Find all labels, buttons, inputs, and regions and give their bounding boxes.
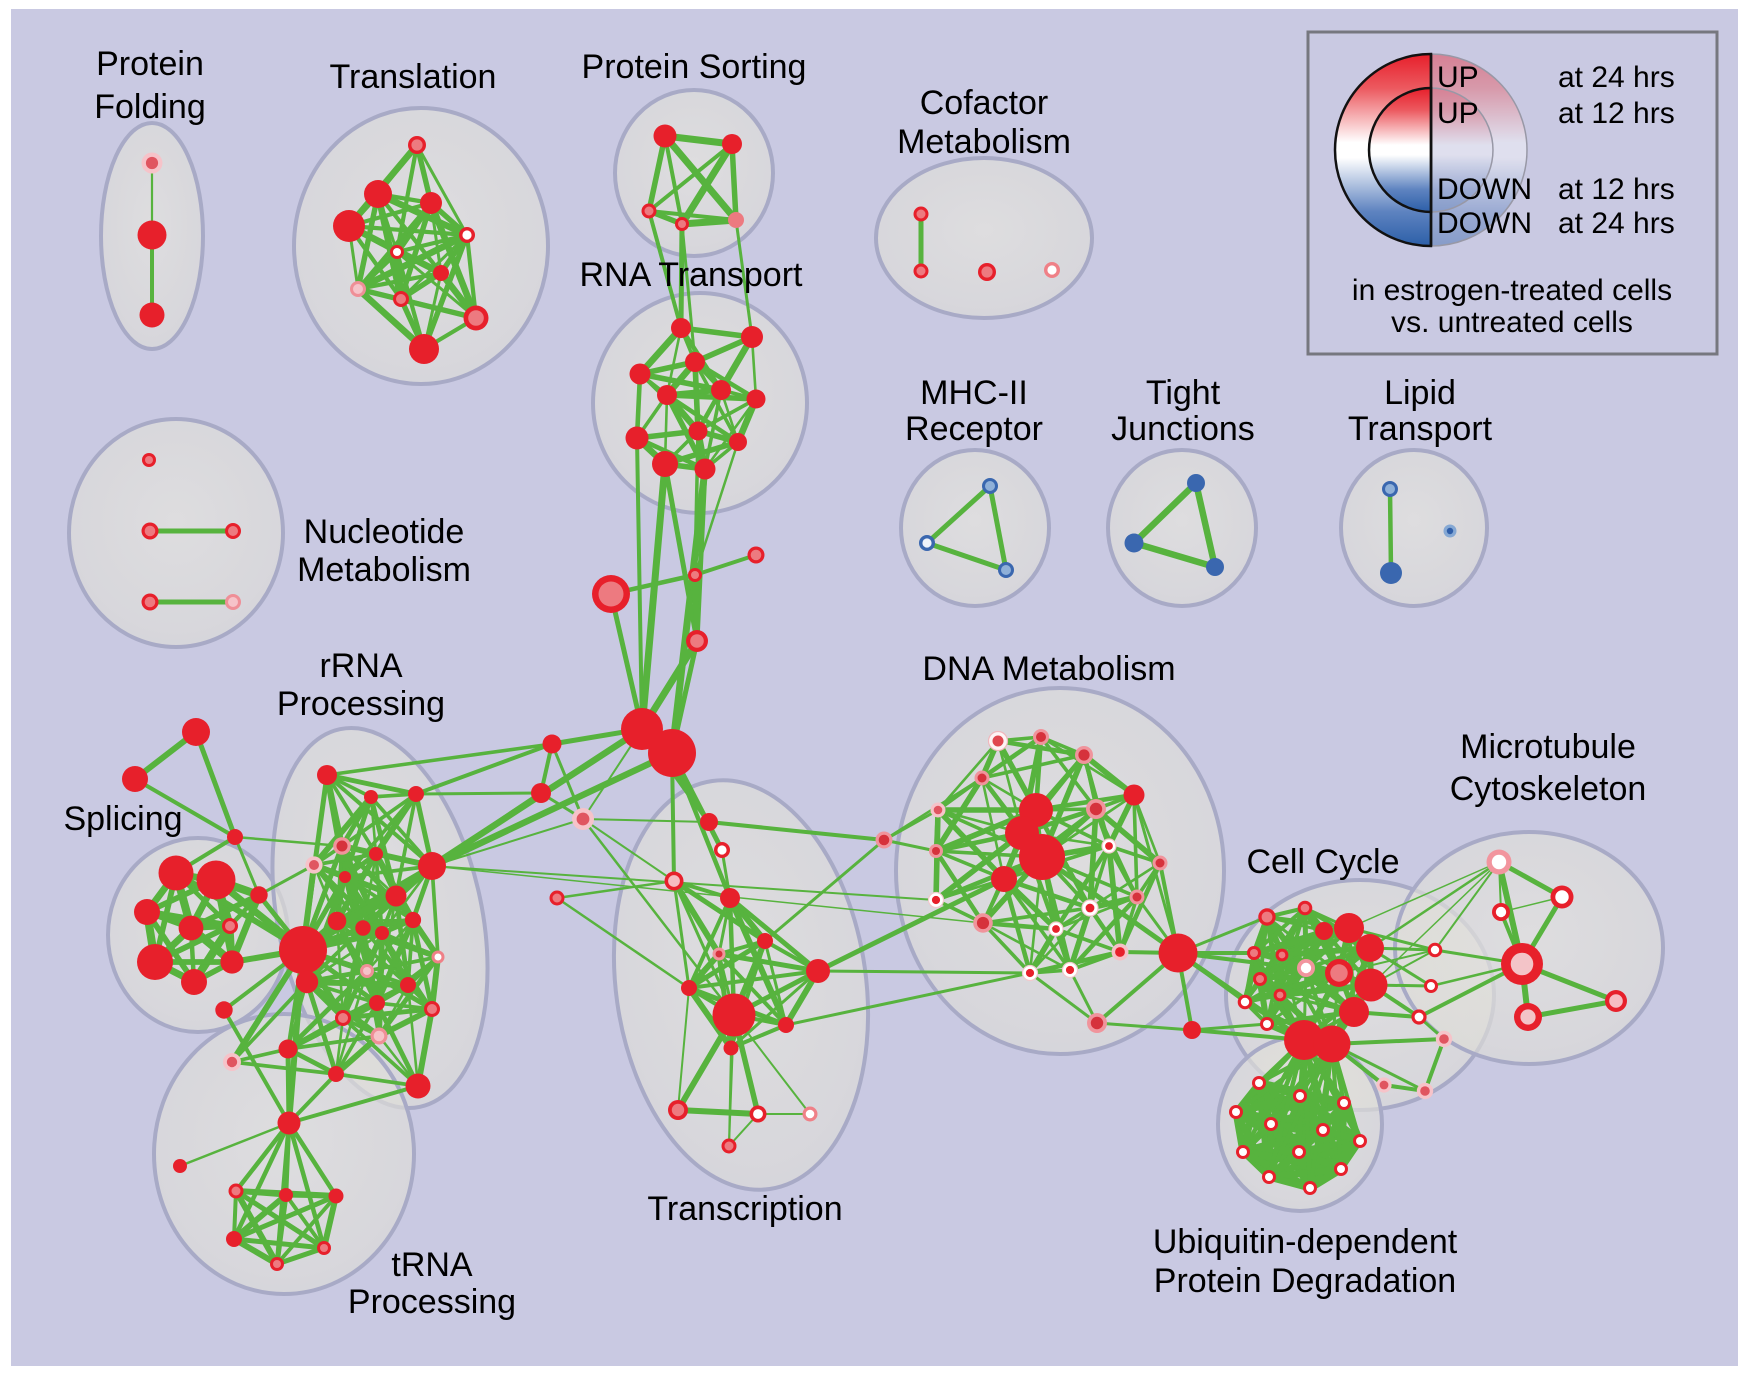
svg-text:MHC-II: MHC-II bbox=[920, 374, 1028, 412]
svg-text:Protein: Protein bbox=[96, 45, 204, 83]
svg-text:Transcription: Transcription bbox=[647, 1190, 842, 1228]
svg-text:Lipid: Lipid bbox=[1384, 374, 1456, 412]
svg-text:Protein Sorting: Protein Sorting bbox=[582, 48, 807, 86]
svg-text:DOWN: DOWN bbox=[1437, 207, 1532, 240]
svg-text:Transport: Transport bbox=[1348, 410, 1493, 448]
svg-text:in estrogen-treated cells: in estrogen-treated cells bbox=[1352, 274, 1672, 307]
svg-text:Nucleotide: Nucleotide bbox=[304, 513, 465, 551]
svg-text:Receptor: Receptor bbox=[905, 410, 1043, 448]
svg-text:Protein Degradation: Protein Degradation bbox=[1154, 1262, 1456, 1300]
svg-text:Metabolism: Metabolism bbox=[897, 123, 1071, 161]
svg-text:DOWN: DOWN bbox=[1437, 173, 1532, 206]
svg-text:Ubiquitin-dependent: Ubiquitin-dependent bbox=[1153, 1223, 1458, 1261]
svg-text:tRNA: tRNA bbox=[391, 1246, 473, 1284]
svg-text:Tight: Tight bbox=[1146, 374, 1221, 412]
svg-text:vs. untreated cells: vs. untreated cells bbox=[1391, 306, 1633, 339]
svg-text:Microtubule: Microtubule bbox=[1460, 728, 1636, 766]
svg-text:Cofactor: Cofactor bbox=[920, 84, 1049, 122]
svg-text:at 12 hrs: at 12 hrs bbox=[1558, 97, 1675, 130]
svg-text:Cytoskeleton: Cytoskeleton bbox=[1450, 770, 1647, 808]
svg-text:rRNA: rRNA bbox=[319, 647, 402, 685]
svg-text:Cell Cycle: Cell Cycle bbox=[1246, 843, 1399, 881]
svg-text:at 24 hrs: at 24 hrs bbox=[1558, 207, 1675, 240]
svg-text:RNA Transport: RNA Transport bbox=[580, 256, 804, 294]
svg-text:DNA Metabolism: DNA Metabolism bbox=[922, 650, 1175, 688]
svg-text:Processing: Processing bbox=[348, 1283, 516, 1321]
svg-text:UP: UP bbox=[1437, 97, 1479, 130]
svg-text:UP: UP bbox=[1437, 61, 1479, 94]
svg-text:at 24 hrs: at 24 hrs bbox=[1558, 61, 1675, 94]
svg-text:at 12 hrs: at 12 hrs bbox=[1558, 173, 1675, 206]
svg-text:Junctions: Junctions bbox=[1111, 410, 1255, 448]
svg-text:Folding: Folding bbox=[94, 88, 206, 126]
svg-text:Metabolism: Metabolism bbox=[297, 551, 471, 589]
svg-text:Splicing: Splicing bbox=[63, 800, 182, 838]
svg-text:Processing: Processing bbox=[277, 685, 445, 723]
svg-text:Translation: Translation bbox=[330, 58, 497, 96]
